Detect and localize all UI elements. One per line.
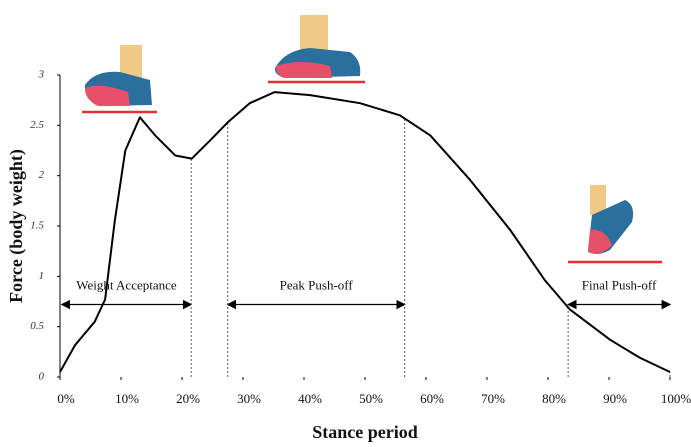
- y-tick-label: 1.5: [30, 220, 44, 232]
- x-tick-label: 90%: [603, 391, 627, 406]
- x-tick-label: 20%: [176, 391, 200, 406]
- x-tick-label: 80%: [542, 391, 566, 406]
- phase-label: Final Push-off: [582, 278, 657, 293]
- x-tick-label: 10%: [115, 391, 139, 406]
- x-tick-label: 100%: [661, 391, 691, 406]
- x-tick-label: 30%: [237, 391, 261, 406]
- x-tick-label: 50%: [359, 391, 383, 406]
- y-axis-label: Force (body weight): [6, 149, 27, 303]
- shoe-icon: [82, 45, 157, 114]
- shoe-icon: [568, 185, 662, 264]
- shoe-icon: [268, 15, 365, 84]
- y-tick-label: 0: [39, 371, 45, 383]
- y-tick-label: 3: [38, 69, 45, 81]
- force-line: [59, 91, 671, 373]
- x-tick-label: 0%: [57, 391, 75, 406]
- phase-label: Weight Acceptance: [76, 278, 177, 293]
- y-tick-label: 2: [39, 169, 45, 181]
- x-axis-label: Stance period: [312, 422, 418, 442]
- x-tick-label: 70%: [481, 391, 505, 406]
- y-tick-label: 0.5: [30, 320, 44, 332]
- phase-label: Peak Push-off: [280, 278, 354, 293]
- y-tick-label: 1: [39, 270, 45, 282]
- y-tick-label: 2.5: [30, 119, 44, 131]
- x-tick-label: 60%: [420, 391, 444, 406]
- x-tick-label: 40%: [298, 391, 322, 406]
